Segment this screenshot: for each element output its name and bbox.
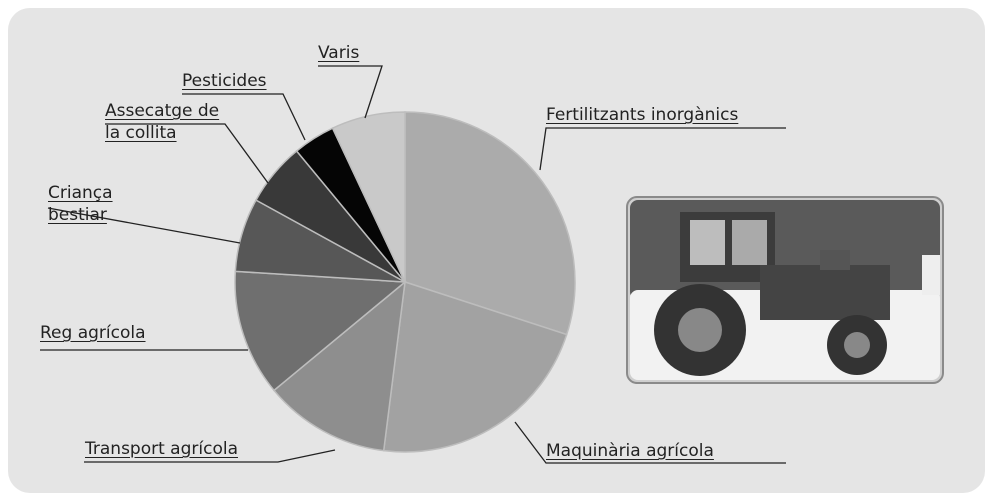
pie-slice — [404, 111, 576, 336]
leader-line — [105, 123, 269, 184]
tractor-photo — [626, 196, 944, 384]
slice-label: Pesticides — [182, 71, 267, 91]
slice-label: Reg agrícola — [40, 323, 146, 343]
slice-label: Varis — [318, 43, 360, 63]
slice-label: Assecatge de la collita — [105, 101, 220, 143]
slice-label: Transport agrícola — [85, 439, 238, 459]
leader-line — [539, 127, 786, 171]
pie-slice — [234, 270, 407, 392]
pie-slice — [272, 280, 406, 452]
slice-label: Maquinària agrícola — [546, 441, 714, 461]
pie-slice — [331, 111, 406, 283]
leader-line — [514, 421, 786, 464]
leader-line — [84, 449, 336, 463]
leader-line — [47, 207, 241, 244]
slice-label: Fertilitzants inorgànics — [546, 105, 739, 125]
pie-slice — [382, 281, 568, 453]
leader-line — [182, 93, 306, 141]
leader-line — [318, 65, 383, 119]
slice-label: Criança bestiar — [48, 183, 113, 225]
